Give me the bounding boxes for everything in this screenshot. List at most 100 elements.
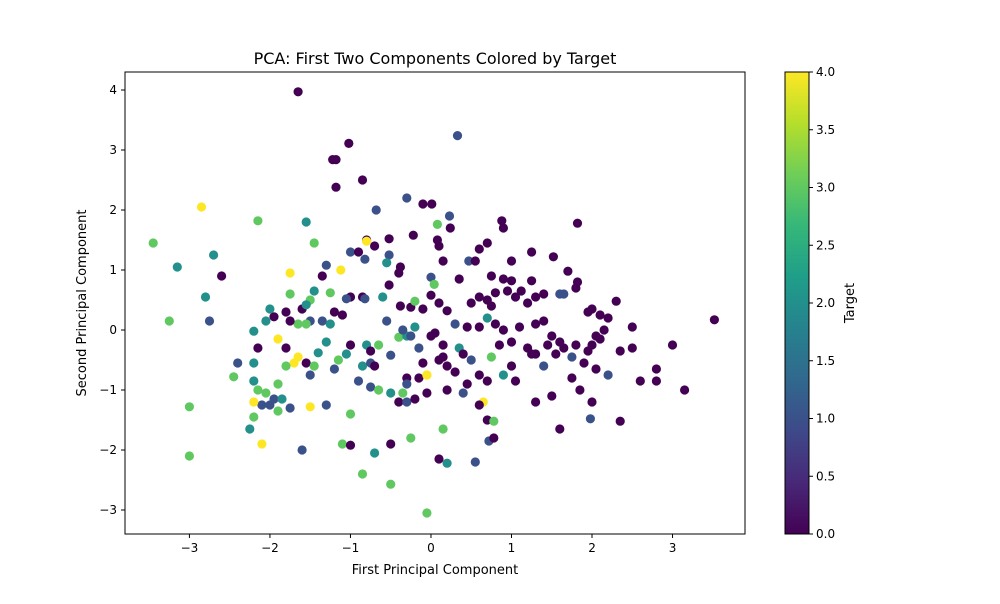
points-layer [148, 87, 720, 518]
data-point [563, 266, 573, 276]
data-point [321, 260, 331, 270]
data-point [531, 292, 541, 302]
data-point [434, 454, 444, 464]
colorbar-tick-label: 2.0 [816, 296, 835, 310]
data-point [470, 256, 480, 266]
data-point [293, 352, 303, 362]
plot-frame [124, 71, 746, 535]
data-point [261, 316, 271, 326]
data-point [454, 274, 464, 284]
data-point [494, 340, 504, 350]
data-point [438, 424, 448, 434]
data-point [498, 223, 508, 233]
data-point [200, 292, 211, 302]
data-point [559, 289, 569, 299]
data-point [591, 364, 601, 374]
data-point [482, 238, 492, 248]
data-point [531, 397, 541, 407]
data-point [587, 304, 597, 314]
data-point [575, 385, 585, 395]
data-point [572, 218, 583, 228]
data-point [293, 87, 303, 97]
data-point [474, 244, 484, 254]
y-axis: −3 −2 −1 0 1 2 3 4 [99, 83, 125, 517]
data-point [680, 385, 690, 395]
data-point [402, 193, 412, 203]
data-point [539, 361, 549, 371]
x-tick-label: 3 [669, 541, 677, 555]
data-point [309, 286, 319, 296]
y-tick-label: −3 [99, 503, 117, 517]
data-point [345, 247, 356, 257]
data-point [345, 340, 356, 350]
data-point [414, 343, 424, 353]
data-point [384, 280, 394, 290]
colorbar-tick-label: 4.0 [816, 65, 835, 79]
data-point [498, 274, 508, 284]
data-point [406, 331, 416, 341]
data-point [434, 298, 444, 308]
data-point [422, 388, 432, 398]
data-point [370, 448, 380, 458]
data-point [281, 307, 291, 317]
data-point [406, 433, 416, 443]
data-point [309, 361, 319, 371]
data-point [462, 322, 472, 332]
data-point [410, 322, 420, 332]
data-point [321, 400, 331, 410]
data-point [502, 286, 513, 296]
data-point [382, 258, 392, 268]
data-point [571, 340, 581, 350]
data-point [374, 385, 384, 395]
data-point [429, 279, 439, 289]
colorbar-tick-label: 3.0 [816, 181, 835, 195]
data-point [418, 199, 428, 209]
x-tick-label: −2 [261, 541, 279, 555]
data-point [426, 290, 436, 300]
data-point [321, 337, 331, 347]
data-point [184, 451, 194, 461]
data-point [486, 352, 496, 362]
data-point [555, 424, 565, 434]
data-point [506, 276, 517, 286]
data-point [482, 376, 492, 386]
data-point [547, 331, 557, 341]
x-tick-label: 0 [427, 541, 435, 555]
x-tick-label: −1 [342, 541, 360, 555]
data-point [360, 254, 370, 264]
data-point [486, 271, 496, 281]
data-point [408, 230, 418, 240]
colorbar-tick-label: 2.5 [816, 238, 835, 252]
data-point [357, 469, 368, 479]
data-point [341, 294, 351, 304]
x-axis: −3 −2 −1 0 1 2 3 [181, 534, 677, 555]
data-point [462, 379, 472, 389]
data-point [333, 355, 343, 365]
data-point [438, 352, 448, 362]
y-axis-label: Second Principal Component [75, 210, 90, 397]
data-point [709, 315, 720, 325]
y-tick-label: 4 [109, 83, 117, 97]
data-point [418, 304, 428, 314]
data-point [386, 479, 396, 489]
data-point [442, 361, 452, 371]
data-point [539, 316, 549, 326]
data-point [466, 355, 476, 365]
colorbar-ticks: 0.0 0.5 1.0 1.5 2.0 2.5 3.0 3.5 4.0 [809, 65, 835, 541]
data-point [293, 319, 303, 329]
data-point [506, 337, 517, 347]
data-point [426, 331, 436, 341]
y-tick-label: 1 [109, 263, 117, 277]
data-point [444, 211, 455, 221]
data-point [442, 385, 452, 395]
data-point [567, 352, 577, 362]
data-point [344, 138, 354, 148]
colorbar-tick-label: 0.0 [816, 527, 835, 541]
data-point [281, 361, 291, 371]
data-point [591, 331, 601, 341]
data-point [474, 370, 484, 380]
y-tick-label: 3 [109, 143, 117, 157]
data-point [627, 343, 637, 353]
data-point [427, 199, 437, 209]
